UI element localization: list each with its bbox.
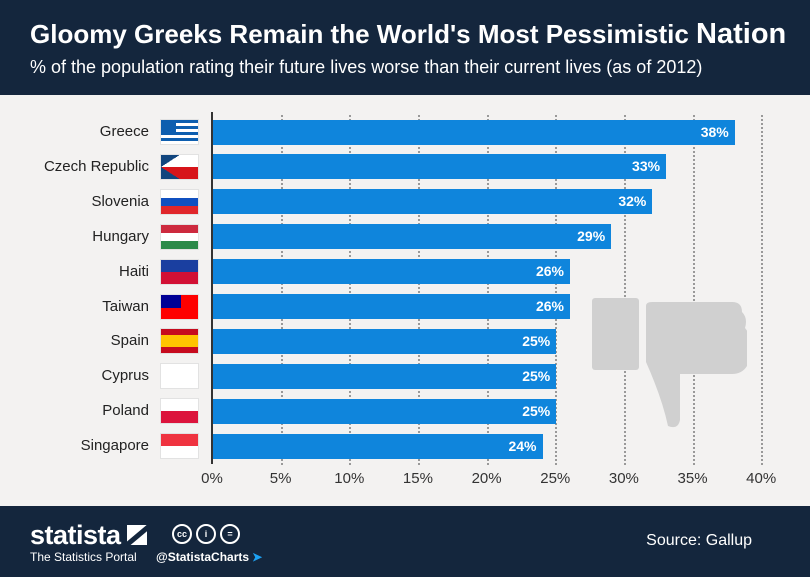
gridline (555, 115, 558, 465)
category-label: Cyprus (101, 367, 149, 385)
category-label: Poland (102, 402, 149, 420)
statista-logo-icon (126, 525, 147, 545)
haiti-flag-icon (160, 258, 199, 285)
footer: statista The Statistics Portal cc i = @S… (0, 506, 810, 577)
bar-value-label: 26% (535, 263, 564, 280)
bar-value-label: 38% (700, 123, 729, 140)
bar-value-label: 26% (535, 298, 564, 314)
category-label: Haiti (118, 262, 149, 280)
bar-value-label: 33% (632, 158, 661, 175)
x-tick-label: 35% (677, 470, 708, 487)
category-label: Greece (99, 123, 149, 140)
cyprus-flag-icon (160, 363, 199, 390)
portal-tagline: The Statistics Portal (30, 550, 137, 564)
spain-flag-icon (160, 328, 199, 355)
title-main: Gloomy Greeks Remain the World's Most Pe… (30, 19, 689, 49)
x-tick-label: 20% (471, 470, 502, 487)
header: Gloomy Greeks Remain the World's Most Pe… (0, 0, 810, 95)
taiwan-flag-icon (160, 293, 199, 320)
bar: 25% (213, 328, 557, 354)
attribution-icon: i (196, 524, 216, 544)
gridline (280, 115, 283, 465)
category-label: Spain (110, 332, 149, 350)
gridline (761, 115, 764, 465)
source-note: Source: Gallup (646, 532, 752, 549)
bar: 38% (213, 119, 735, 145)
handle-text: @StatistaCharts (156, 550, 250, 564)
twitter-bird-icon: ➤ (252, 550, 263, 564)
bar: 26% (213, 294, 570, 319)
gridline (349, 115, 352, 465)
bar: 25% (213, 363, 557, 389)
y-axis-line (211, 112, 213, 464)
gridline (692, 115, 695, 465)
category-label: Hungary (92, 227, 149, 245)
x-tick-label: 10% (334, 470, 365, 487)
twitter-handle[interactable]: @StatistaCharts ➤ (156, 550, 262, 564)
category-label: Czech Republic (43, 157, 149, 175)
x-tick-label: 15% (402, 470, 433, 487)
bar: 25% (213, 398, 557, 424)
license-icons[interactable]: cc i = (172, 524, 240, 544)
category-label: Slovenia (91, 192, 149, 210)
bar: 26% (213, 259, 570, 285)
chart-subtitle: % of the population rating their future … (30, 57, 703, 77)
bar-value-label: 25% (522, 332, 551, 349)
category-label: Taiwan (102, 297, 149, 315)
hungary-flag-icon (160, 223, 199, 250)
bar: 24% (213, 433, 543, 459)
czech-flag-icon (160, 153, 199, 180)
chart-title: Gloomy Greeks Remain the World's Most Pe… (30, 18, 786, 51)
thumbs-down-icon (592, 298, 747, 428)
bar: 29% (213, 224, 612, 250)
bar: 32% (213, 189, 653, 215)
x-tick-label: 30% (608, 470, 639, 487)
gridline (417, 115, 420, 465)
bar-value-label: 29% (577, 228, 606, 245)
singapore-flag-icon (160, 433, 199, 460)
x-tick-label: 25% (540, 470, 571, 487)
title-last: Nation (696, 18, 787, 50)
poland-flag-icon (160, 398, 199, 425)
x-tick-label: 5% (269, 470, 292, 487)
bar-value-label: 32% (618, 193, 647, 210)
statista-logo[interactable]: statista (30, 520, 147, 551)
slovenia-flag-icon (160, 188, 199, 215)
bar-value-label: 24% (508, 437, 537, 454)
no-derivatives-icon: = (220, 524, 240, 544)
x-tick-label: 0% (201, 470, 223, 487)
logo-text: statista (30, 520, 121, 550)
bar: 33% (213, 154, 667, 180)
gridline (486, 115, 489, 465)
bar-value-label: 25% (522, 367, 551, 384)
bar-value-label: 25% (522, 402, 551, 419)
category-label: Singapore (80, 437, 149, 455)
greece-flag-icon (160, 119, 199, 145)
x-tick-label: 40% (746, 470, 777, 487)
gridline (623, 115, 626, 465)
cc-icon: cc (172, 524, 192, 544)
